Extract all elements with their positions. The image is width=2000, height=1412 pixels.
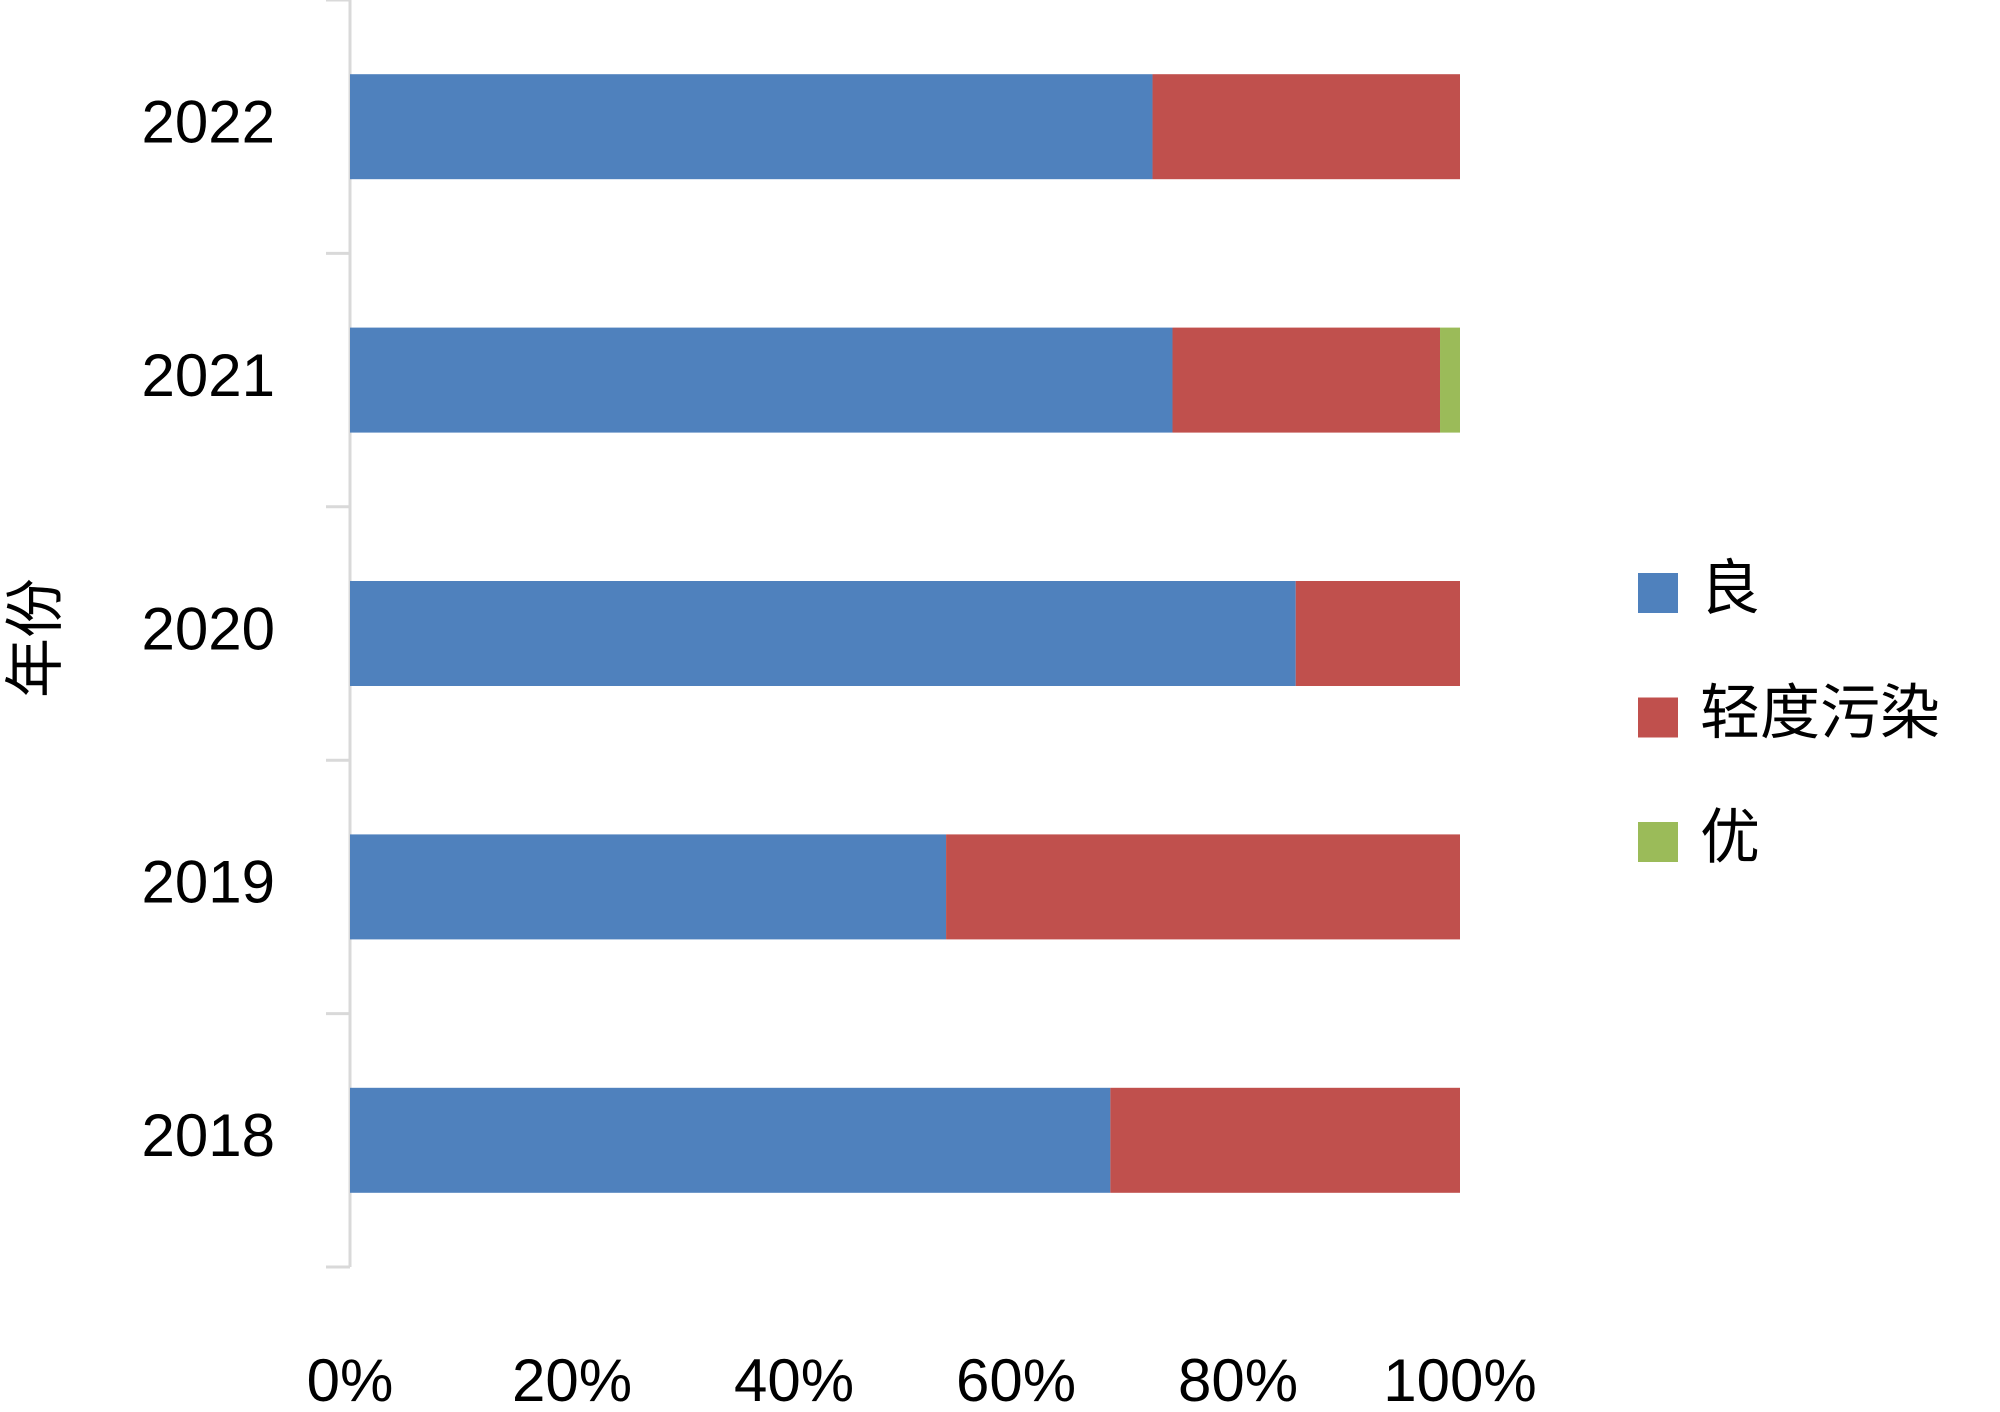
bar-segment [946, 834, 1460, 940]
y-axis-label: 年份 [2, 578, 69, 698]
y-tick-label: 2019 [142, 849, 275, 916]
bar-segment [350, 834, 947, 940]
bar-segment [350, 581, 1296, 686]
y-tick-label: 2022 [142, 89, 275, 156]
bar-segment [350, 327, 1173, 433]
y-tick-label: 2018 [142, 1102, 275, 1169]
bar-segment [1295, 581, 1460, 686]
x-tick-label: 100% [1383, 1347, 1536, 1412]
bar-segment [350, 74, 1153, 180]
legend-swatch [1638, 573, 1678, 613]
legend-swatch [1638, 822, 1678, 862]
legend-swatch [1638, 697, 1678, 738]
x-tick-label: 40% [734, 1347, 854, 1412]
x-tick-label: 80% [1178, 1347, 1298, 1412]
bar-segment [1172, 327, 1441, 433]
bar-segment [350, 1087, 1111, 1193]
legend-label: 优 [1700, 804, 1760, 871]
legend-label: 良 [1700, 555, 1760, 622]
bar-segment [1152, 74, 1460, 180]
y-tick-label: 2021 [142, 342, 275, 409]
x-tick-label: 60% [956, 1347, 1076, 1412]
legend-label: 轻度污染 [1700, 679, 1940, 746]
y-tick-label: 2020 [142, 595, 275, 662]
x-tick-label: 20% [512, 1347, 632, 1412]
bar-segment [1440, 327, 1460, 433]
bar-segment [1110, 1087, 1460, 1193]
x-tick-label: 0% [307, 1347, 394, 1412]
